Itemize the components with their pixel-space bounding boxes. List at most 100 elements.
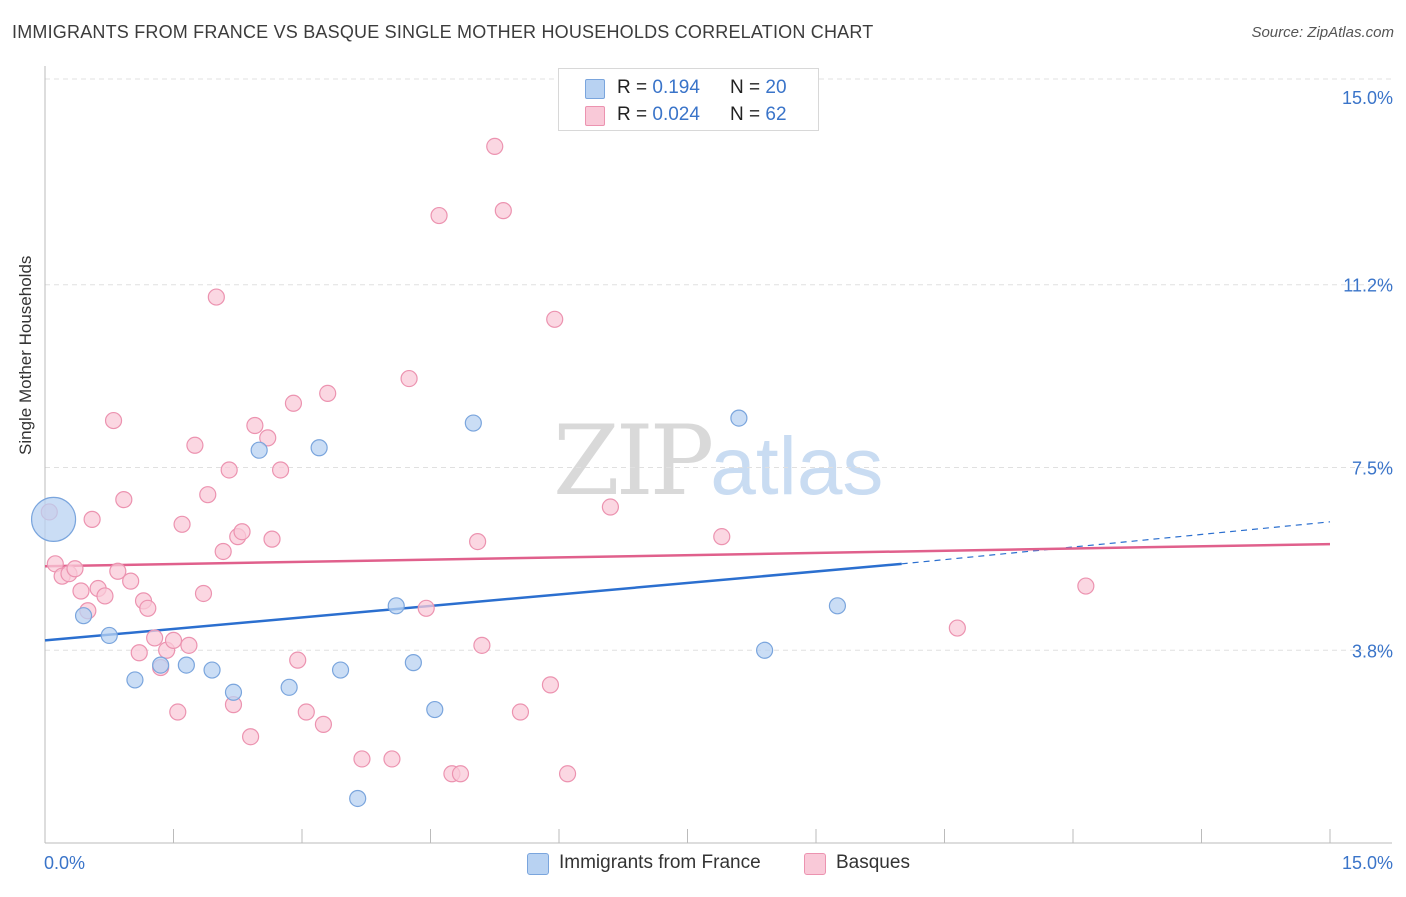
stats-legend: R = 0.194 N = 20 R = 0.024 N = 62	[558, 68, 819, 131]
trend-lines	[44, 521, 1331, 642]
basque-trend-line	[44, 542, 1331, 568]
france-point	[152, 656, 170, 674]
france-point	[349, 789, 367, 808]
legend-swatch-basque	[585, 106, 605, 126]
legend-n-basque: N = 62	[730, 104, 787, 125]
france-point	[30, 496, 77, 542]
basque-point	[511, 703, 530, 721]
chart-source: Source: ZipAtlas.com	[1251, 24, 1394, 41]
france-point	[280, 678, 298, 696]
basque-point	[383, 750, 401, 768]
bottom-legend-swatch-france	[527, 853, 549, 875]
basque-point	[263, 530, 281, 548]
basque-point	[473, 636, 491, 654]
france-point	[387, 597, 405, 615]
basque-point	[353, 750, 371, 768]
basque-point	[146, 629, 164, 647]
y-axis-label: Single Mother Households	[16, 255, 35, 455]
basque-point	[186, 436, 204, 454]
watermark: ZIPatlas	[553, 405, 883, 517]
basque-point	[164, 631, 183, 650]
france-point	[74, 607, 93, 625]
france-trend-line	[44, 562, 902, 642]
basque-point	[494, 202, 512, 220]
basque-point	[259, 429, 277, 447]
basque-point	[83, 510, 101, 528]
basque-point	[194, 584, 213, 603]
france-point	[203, 661, 221, 679]
x-tick-label: 15.0%	[1342, 853, 1393, 873]
france-point	[177, 656, 195, 674]
bottom-legend-swatch-basque	[804, 853, 826, 875]
watermark-zip: ZIP	[553, 405, 714, 517]
basque-point	[115, 491, 133, 509]
france-point	[828, 597, 847, 615]
legend-swatch-france	[585, 79, 605, 99]
basque-point	[220, 461, 238, 479]
y-tick-label: 15.0%	[1342, 88, 1393, 108]
basque-point	[469, 532, 487, 551]
basque-point	[246, 416, 264, 435]
basque-point	[713, 528, 731, 546]
y-tick-label: 7.5%	[1352, 459, 1393, 479]
basque-point	[130, 644, 148, 662]
basque-point	[169, 703, 187, 721]
france-point	[310, 439, 328, 457]
basque-point	[242, 728, 260, 746]
y-tick-label: 3.8%	[1352, 641, 1393, 661]
basque-point	[207, 288, 225, 306]
legend-r-france: R = 0.194	[617, 77, 700, 98]
basque-point	[72, 582, 90, 600]
chart-title: IMMIGRANTS FROM FRANCE VS BASQUE SINGLE …	[12, 22, 874, 42]
basque-point	[214, 542, 232, 561]
basque-point	[139, 599, 157, 617]
basque-point	[1077, 577, 1095, 595]
france-point	[730, 409, 748, 427]
grid-lines	[45, 78, 1392, 651]
bottom-legend-label-france: Immigrants from France	[559, 852, 761, 873]
basque-point	[122, 572, 140, 590]
basque-point	[486, 137, 504, 155]
basque-point	[558, 765, 577, 783]
france-point	[426, 700, 444, 719]
basque-point	[319, 384, 337, 402]
basque-point	[233, 523, 251, 541]
x-tick-label: 0.0%	[44, 853, 85, 873]
tick-labels: 3.8% 7.5% 11.2% 15.0% 0.0% 15.0%	[44, 88, 1393, 873]
france-point	[100, 626, 118, 645]
basque-point	[96, 587, 114, 605]
basque-point	[314, 715, 333, 733]
basque-point	[948, 619, 966, 637]
basque-point	[541, 676, 560, 694]
basque-point	[180, 636, 198, 654]
france-point	[404, 654, 422, 672]
basque-point	[417, 599, 435, 617]
basque-point	[104, 411, 123, 430]
france-point	[126, 671, 144, 689]
legend-r-basque: R = 0.024	[617, 104, 700, 125]
basque-point	[109, 562, 127, 580]
y-tick-label: 11.2%	[1343, 276, 1393, 296]
basque-point	[451, 765, 470, 783]
basque-point	[297, 703, 315, 721]
france-point	[331, 661, 350, 679]
basque-point	[430, 206, 448, 225]
basque-point	[400, 369, 418, 388]
axes	[44, 66, 1392, 844]
basque-point	[601, 498, 620, 516]
data-points	[30, 137, 1095, 808]
bottom-legend-label-basque: Basques	[836, 852, 910, 873]
watermark-atlas: atlas	[710, 421, 884, 512]
basque-point	[271, 461, 290, 479]
france-trend-extension	[901, 521, 1331, 565]
france-point	[464, 414, 482, 432]
basque-point	[289, 651, 307, 669]
france-point	[250, 441, 268, 459]
basque-point	[66, 560, 84, 578]
basque-point	[173, 515, 191, 533]
france-point	[224, 683, 243, 701]
basque-point	[199, 486, 217, 504]
france-point	[755, 641, 774, 659]
